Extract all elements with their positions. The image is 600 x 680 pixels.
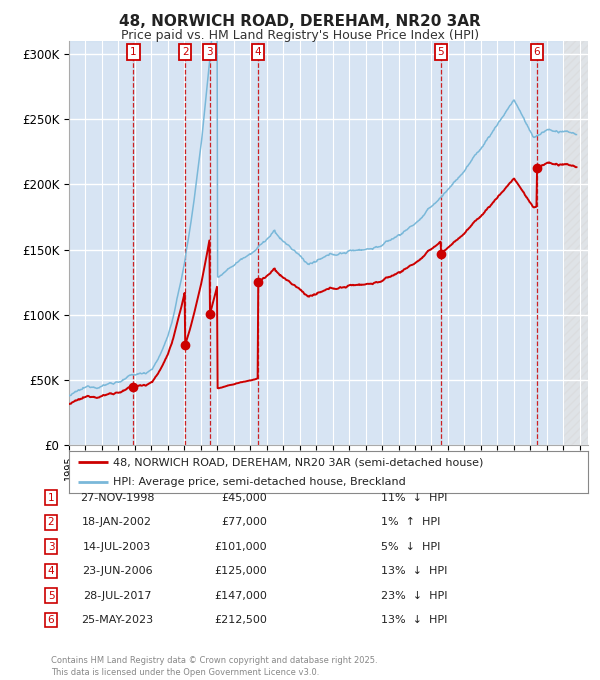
Text: £147,000: £147,000	[214, 591, 267, 600]
Text: 2: 2	[47, 517, 55, 527]
Bar	[210, 41, 258, 445]
Text: £212,500: £212,500	[214, 615, 267, 625]
Text: £77,000: £77,000	[221, 517, 267, 527]
Bar	[69, 41, 133, 445]
Text: £101,000: £101,000	[214, 542, 267, 551]
Bar	[441, 41, 537, 445]
Bar	[133, 41, 185, 445]
Text: 5%  ↓  HPI: 5% ↓ HPI	[381, 542, 440, 551]
Text: 48, NORWICH ROAD, DEREHAM, NR20 3AR (semi-detached house): 48, NORWICH ROAD, DEREHAM, NR20 3AR (sem…	[113, 457, 484, 467]
Text: 27-NOV-1998: 27-NOV-1998	[80, 493, 154, 503]
Text: 6: 6	[533, 47, 540, 57]
Text: 2: 2	[182, 47, 188, 57]
Text: 5: 5	[437, 47, 444, 57]
Text: 18-JAN-2002: 18-JAN-2002	[82, 517, 152, 527]
Text: 48, NORWICH ROAD, DEREHAM, NR20 3AR: 48, NORWICH ROAD, DEREHAM, NR20 3AR	[119, 14, 481, 29]
Text: 23%  ↓  HPI: 23% ↓ HPI	[381, 591, 448, 600]
Text: 1: 1	[47, 493, 55, 503]
Text: £125,000: £125,000	[214, 566, 267, 576]
Text: 3: 3	[206, 47, 213, 57]
Text: HPI: Average price, semi-detached house, Breckland: HPI: Average price, semi-detached house,…	[113, 477, 406, 487]
Text: 14-JUL-2003: 14-JUL-2003	[83, 542, 151, 551]
Text: 6: 6	[47, 615, 55, 625]
Text: 13%  ↓  HPI: 13% ↓ HPI	[381, 615, 448, 625]
Text: 4: 4	[47, 566, 55, 576]
Text: 23-JUN-2006: 23-JUN-2006	[82, 566, 152, 576]
Text: 1: 1	[130, 47, 137, 57]
Bar	[258, 41, 441, 445]
Bar	[563, 41, 588, 445]
Bar	[185, 41, 210, 445]
Text: 28-JUL-2017: 28-JUL-2017	[83, 591, 151, 600]
Text: 3: 3	[47, 542, 55, 551]
Text: 4: 4	[255, 47, 262, 57]
Text: 5: 5	[47, 591, 55, 600]
Text: 1%  ↑  HPI: 1% ↑ HPI	[381, 517, 440, 527]
Text: 11%  ↓  HPI: 11% ↓ HPI	[381, 493, 448, 503]
Bar	[537, 41, 563, 445]
Text: £45,000: £45,000	[221, 493, 267, 503]
Text: Price paid vs. HM Land Registry's House Price Index (HPI): Price paid vs. HM Land Registry's House …	[121, 29, 479, 41]
Text: Contains HM Land Registry data © Crown copyright and database right 2025.
This d: Contains HM Land Registry data © Crown c…	[51, 656, 377, 677]
Text: 25-MAY-2023: 25-MAY-2023	[81, 615, 153, 625]
Text: 13%  ↓  HPI: 13% ↓ HPI	[381, 566, 448, 576]
